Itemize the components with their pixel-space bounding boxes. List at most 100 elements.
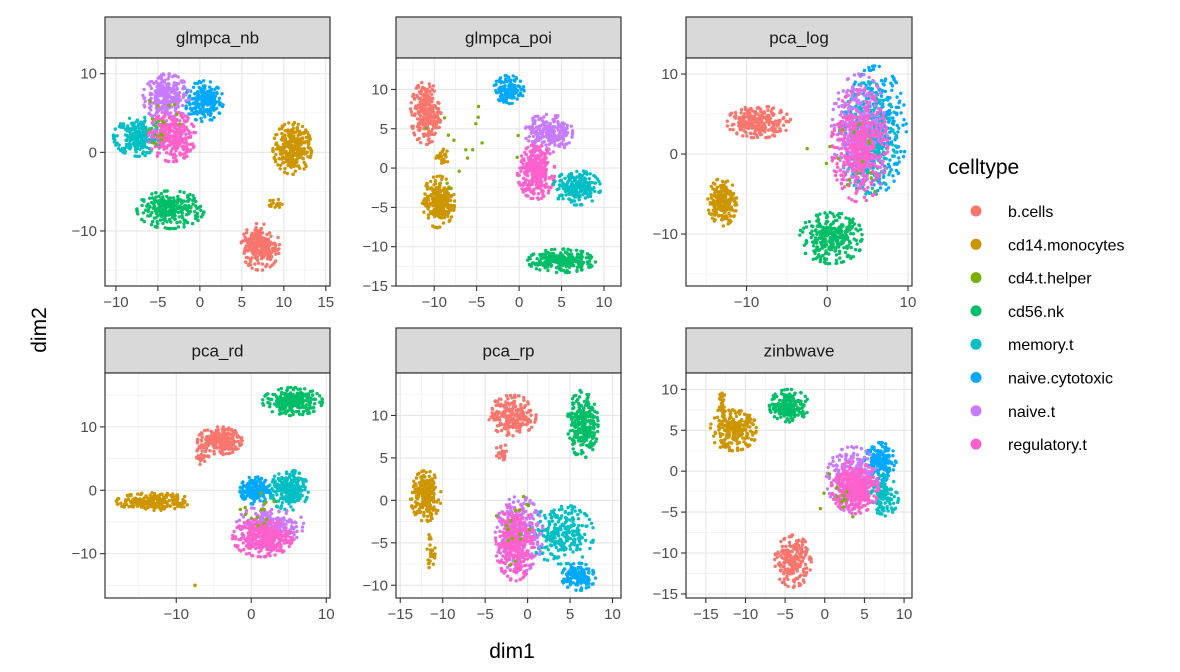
point-naive-cytotoxic xyxy=(498,76,503,80)
point-cd56-nk xyxy=(195,211,200,216)
points xyxy=(706,64,908,266)
point-b-cells xyxy=(761,128,765,133)
point-memory-t xyxy=(124,142,129,147)
point-cd56-nk xyxy=(577,253,581,257)
point-cd4-t-helper xyxy=(160,137,164,142)
point-cd56-nk xyxy=(845,244,849,248)
point-b-cells xyxy=(765,105,769,109)
point-cd56-nk xyxy=(842,236,846,240)
point-cd4-t-helper xyxy=(178,122,182,126)
point-cd14-monocytes xyxy=(425,196,430,201)
point-naive-t xyxy=(524,136,528,141)
point-cd56-nk xyxy=(824,249,828,253)
point-cd56-nk xyxy=(585,252,590,256)
point-naive-t xyxy=(147,106,152,110)
point-cd56-nk xyxy=(188,192,192,197)
point-regulatory-t xyxy=(179,111,183,115)
point-naive-t xyxy=(148,84,152,88)
point-cd14-monocytes xyxy=(440,175,445,179)
point-memory-t xyxy=(587,180,592,185)
point-b-cells xyxy=(773,127,777,131)
point-cd14-monocytes xyxy=(431,175,436,179)
point-cd14-monocytes xyxy=(422,210,426,214)
point-cd14-monocytes xyxy=(437,185,442,189)
point-regulatory-t xyxy=(184,132,188,136)
point-b-cells xyxy=(249,259,253,263)
point-cd56-nk xyxy=(855,242,859,246)
point-cd56-nk xyxy=(809,235,813,240)
point-regulatory-t xyxy=(534,182,539,187)
point-cd56-nk xyxy=(151,219,155,224)
point-cd56-nk xyxy=(565,251,569,255)
point-cd14-monocytes xyxy=(721,224,725,228)
point-cd14-monocytes xyxy=(437,211,441,215)
point-naive-t xyxy=(533,121,537,126)
point-naive-t xyxy=(162,101,166,106)
point-cd56-nk xyxy=(832,214,836,219)
point-cd56-nk xyxy=(860,232,864,237)
point-naive-cytotoxic xyxy=(508,78,513,82)
point-cd56-nk xyxy=(565,263,569,267)
point-regulatory-t xyxy=(186,116,190,121)
point-cd56-nk xyxy=(569,257,573,262)
point-b-cells xyxy=(752,132,756,136)
point-cd56-nk xyxy=(160,196,164,201)
point-naive-t xyxy=(153,94,157,98)
point-b-cells xyxy=(276,235,280,240)
point-naive-t xyxy=(159,73,164,77)
point-regulatory-t xyxy=(155,154,160,158)
point-b-cells xyxy=(430,115,434,120)
point-memory-t xyxy=(580,184,584,188)
point-cd56-nk xyxy=(189,205,193,209)
point-memory-t xyxy=(115,134,119,138)
point-naive-cytotoxic xyxy=(899,111,903,115)
point-cd56-nk xyxy=(534,267,539,271)
point-cd14-monocytes xyxy=(713,218,717,222)
point-memory-t xyxy=(136,130,140,135)
point-cd14-monocytes xyxy=(295,164,299,168)
point-cd56-nk xyxy=(148,213,153,217)
point-cd14-monocytes xyxy=(715,178,719,182)
point-b-cells xyxy=(423,112,428,116)
point-cd14-monocytes xyxy=(295,142,299,146)
point-cd14-monocytes xyxy=(428,193,433,198)
point-memory-t xyxy=(139,120,143,124)
point-naive-cytotoxic xyxy=(218,103,222,107)
point-naive-t xyxy=(160,110,164,115)
point-naive-cytotoxic xyxy=(881,82,885,86)
point-memory-t xyxy=(563,176,567,180)
point-regulatory-t xyxy=(543,168,548,173)
point-memory-t xyxy=(134,137,138,141)
point-naive-cytotoxic xyxy=(499,88,503,92)
point-cd14-monocytes xyxy=(301,156,305,160)
point-memory-t xyxy=(561,181,565,185)
point-memory-t xyxy=(575,169,579,174)
point-naive-cytotoxic xyxy=(890,84,895,88)
point-memory-t xyxy=(130,135,135,139)
point-naive-t xyxy=(154,80,158,84)
point-cd14-monocytes xyxy=(303,162,307,167)
point-naive-cytotoxic xyxy=(211,93,216,97)
point-cd56-nk xyxy=(838,235,843,239)
point-cd14-monocytes xyxy=(434,186,439,191)
point-b-cells xyxy=(260,262,265,266)
point-cd14-monocytes xyxy=(442,186,446,190)
point-b-cells xyxy=(725,119,729,123)
point-memory-t xyxy=(118,122,123,126)
point-cd14-monocytes xyxy=(441,214,446,218)
point-cd14-monocytes xyxy=(295,126,299,131)
point-cd56-nk xyxy=(140,217,144,222)
point-b-cells xyxy=(436,118,441,122)
point-memory-t xyxy=(577,198,581,202)
point-naive-t xyxy=(148,113,153,117)
point-cd14-monocytes xyxy=(293,169,297,173)
point-cd14-monocytes xyxy=(280,124,284,128)
point-cd56-nk xyxy=(144,208,148,212)
point-cd14-monocytes xyxy=(271,148,275,152)
point-regulatory-t xyxy=(549,186,553,190)
point-regulatory-t xyxy=(538,159,542,163)
point-regulatory-t xyxy=(548,152,552,156)
point-cd56-nk xyxy=(810,229,814,233)
point-regulatory-t xyxy=(161,144,165,148)
point-b-cells xyxy=(759,132,764,137)
